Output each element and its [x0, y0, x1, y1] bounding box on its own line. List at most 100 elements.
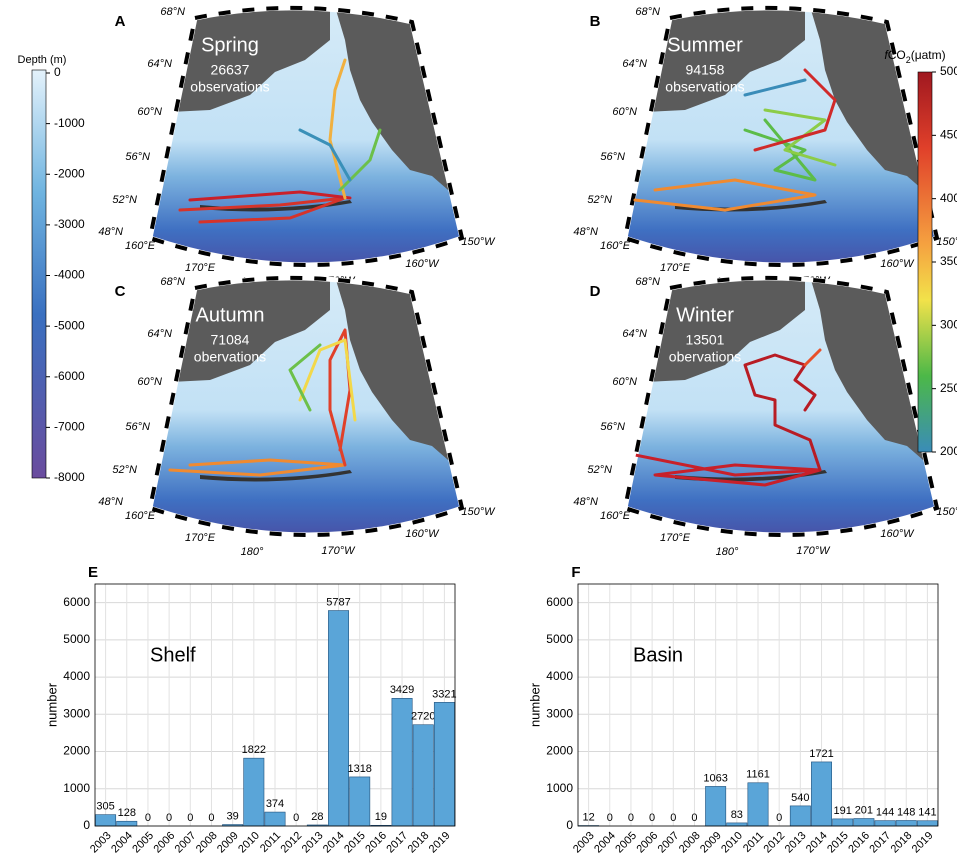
lat-label: 68°N	[160, 6, 185, 18]
lon-label: 160°W	[405, 258, 440, 270]
lat-label: 48°N	[98, 496, 123, 508]
panel-label: B	[590, 13, 601, 30]
x-tick-label: 2014	[321, 830, 347, 856]
value-label: 1822	[242, 744, 266, 756]
value-label: 1161	[746, 769, 770, 781]
lon-label: 160°E	[600, 510, 631, 522]
y-tick-label: 5000	[63, 632, 90, 646]
lat-label: 52°N	[112, 464, 137, 476]
y-axis-label: number	[527, 682, 542, 727]
x-tick-label: 2008	[194, 830, 220, 856]
lat-label: 56°N	[600, 151, 625, 163]
panel-label: C	[115, 283, 126, 300]
x-tick-label: 2015	[825, 830, 851, 856]
y-tick-label: 0	[83, 818, 90, 832]
colorbar-title: Depth (m)	[18, 54, 67, 66]
y-tick-label: 4000	[63, 669, 90, 683]
value-label: 19	[375, 811, 387, 823]
lat-label: 52°N	[112, 194, 137, 206]
lon-label: 150°W	[936, 506, 957, 518]
value-label: 305	[96, 801, 114, 813]
value-label: 374	[266, 798, 284, 810]
bar	[811, 762, 831, 826]
y-tick-label: 2000	[63, 744, 90, 758]
bar	[434, 702, 454, 826]
x-tick-label: 2009	[698, 830, 724, 856]
y-tick-label: 4000	[546, 669, 573, 683]
bar	[265, 812, 285, 826]
annotation: Basin	[633, 644, 683, 666]
value-label: 2720	[411, 711, 435, 723]
value-label: 39	[227, 810, 239, 822]
colorbar-tick-label: 400	[940, 191, 957, 205]
lat-label: 64°N	[622, 58, 647, 70]
x-tick-label: 2013	[783, 830, 809, 856]
x-tick-label: 2007	[173, 830, 199, 856]
lon-label: 180°	[241, 546, 264, 558]
lat-label: 68°N	[160, 276, 185, 288]
value-label: 1721	[809, 748, 833, 760]
y-tick-label: 6000	[546, 595, 573, 609]
x-tick-label: 2017	[384, 830, 410, 856]
value-label: 0	[776, 812, 782, 824]
colorbar-tick-label: 300	[940, 318, 957, 332]
y-tick-label: 0	[566, 818, 573, 832]
x-tick-label: 2016	[363, 830, 389, 856]
lat-label: 52°N	[587, 464, 612, 476]
season: Summer	[667, 34, 743, 56]
x-tick-label: 2018	[889, 830, 915, 856]
colorbar-tick-label: -1000	[54, 116, 85, 130]
lon-label: 160°W	[880, 258, 915, 270]
lat-label: 60°N	[612, 376, 637, 388]
colorbar-tick-label: -3000	[54, 217, 85, 231]
colorbar-tick-label: 200	[940, 444, 957, 458]
bar	[117, 821, 137, 826]
y-tick-label: 3000	[546, 706, 573, 720]
lat-label: 56°N	[125, 151, 150, 163]
lon-label: 160°W	[405, 528, 440, 540]
lat-label: 48°N	[573, 496, 598, 508]
lat-label: 56°N	[600, 421, 625, 433]
x-tick-label: 2019	[910, 830, 936, 856]
value-label: 0	[187, 812, 193, 824]
x-tick-label: 2019	[427, 830, 453, 856]
bar	[896, 820, 916, 826]
value-label: 3321	[432, 688, 456, 700]
bar	[244, 758, 264, 826]
y-tick-label: 5000	[546, 632, 573, 646]
value-label: 0	[691, 812, 697, 824]
colorbar-tick-label: -2000	[54, 166, 85, 180]
panel-label: D	[590, 283, 601, 300]
y-tick-label: 6000	[63, 595, 90, 609]
lat-label: 48°N	[98, 226, 123, 238]
lon-label: 170°E	[185, 262, 216, 274]
lat-label: 56°N	[125, 421, 150, 433]
lon-label: 160°E	[125, 510, 156, 522]
value-label: 141	[918, 807, 936, 819]
lat-label: 64°N	[147, 328, 172, 340]
map-panels: Spring26637observations68°N64°N60°N56°N5…	[98, 0, 957, 560]
observation-caption: obervations	[669, 349, 741, 365]
colorbar-tick-label: 250	[940, 381, 957, 395]
lon-label: 160°E	[125, 240, 156, 252]
lon-label: 150°W	[936, 236, 957, 248]
observation-count: 94158	[686, 62, 725, 78]
bar	[833, 819, 853, 826]
bar	[875, 821, 895, 826]
value-label: 3429	[390, 684, 414, 696]
lon-label: 170°E	[660, 532, 691, 544]
annotation: Shelf	[150, 644, 196, 666]
y-tick-label: 1000	[546, 781, 573, 795]
x-tick-label: 2013	[300, 830, 326, 856]
y-tick-label: 1000	[63, 781, 90, 795]
season: Spring	[201, 34, 259, 56]
observation-count: 26637	[211, 62, 250, 78]
lat-label: 64°N	[147, 58, 172, 70]
lon-label: 170°E	[660, 262, 691, 274]
lon-label: 150°W	[461, 506, 496, 518]
map: Winter13501obervations68°N64°N60°N56°N52…	[573, 260, 957, 560]
value-label: 144	[876, 807, 894, 819]
value-label: 83	[731, 809, 743, 821]
